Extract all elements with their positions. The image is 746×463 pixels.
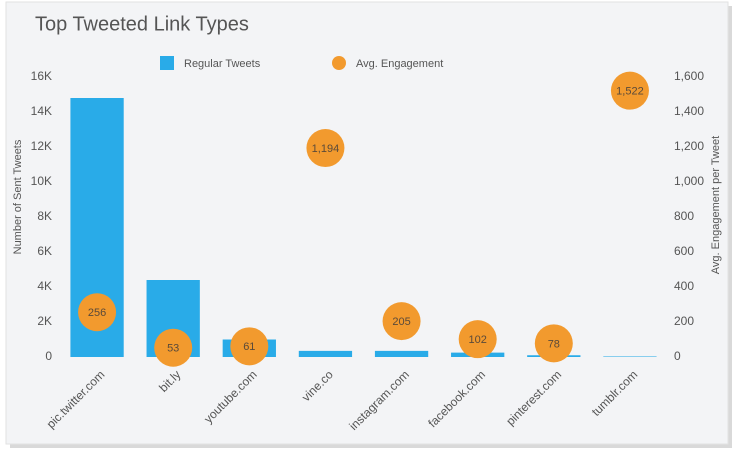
engagement-point	[534, 324, 573, 363]
y2-tick-label: 800	[674, 209, 694, 223]
y-tick-label: 8K	[37, 209, 52, 223]
y2-tick-label: 1,400	[674, 104, 704, 118]
bar	[374, 350, 429, 357]
bar	[298, 350, 353, 357]
data-label: 256	[88, 307, 106, 319]
bar	[603, 356, 657, 357]
y-tick-label: 0	[45, 349, 52, 363]
data-label: 205	[392, 316, 410, 328]
y-tick-label: 12K	[31, 139, 52, 153]
engagement-point	[458, 320, 497, 359]
y2-axis-title: Avg. Engagement per Tweet	[710, 136, 722, 274]
data-label: 102	[469, 334, 487, 346]
y-tick-label: 6K	[37, 244, 52, 258]
y-tick-label: 2K	[37, 314, 52, 328]
data-label: 1,522	[616, 86, 644, 98]
y-axis-title: Number of Sent Tweets	[12, 139, 24, 254]
engagement-point	[230, 327, 269, 366]
y2-tick-label: 0	[674, 349, 681, 363]
y2-tick-label: 1,000	[674, 174, 704, 188]
y2-tick-label: 600	[674, 244, 694, 258]
engagement-point	[382, 302, 421, 341]
engagement-point	[306, 129, 345, 168]
y-tick-label: 4K	[37, 279, 52, 293]
y2-tick-label: 200	[674, 314, 694, 328]
engagement-point	[154, 328, 193, 367]
legend-swatch	[160, 56, 174, 70]
y2-tick-label: 1,600	[674, 69, 704, 83]
card	[5, 1, 729, 445]
legend-label: Regular Tweets	[184, 58, 261, 70]
y2-tick-label: 400	[674, 279, 694, 293]
engagement-point	[610, 71, 649, 110]
legend-swatch	[332, 56, 346, 70]
data-label: 78	[548, 338, 560, 350]
data-label: 61	[243, 341, 255, 353]
y-tick-label: 16K	[31, 69, 52, 83]
data-label: 1,194	[312, 143, 340, 155]
legend-label: Avg. Engagement	[356, 58, 443, 70]
data-label: 53	[167, 343, 179, 355]
y-tick-label: 14K	[31, 104, 52, 118]
engagement-point	[78, 293, 117, 332]
y-tick-label: 10K	[31, 174, 52, 188]
chart-title: Top Tweeted Link Types	[35, 13, 249, 35]
y2-tick-label: 1,200	[674, 139, 704, 153]
